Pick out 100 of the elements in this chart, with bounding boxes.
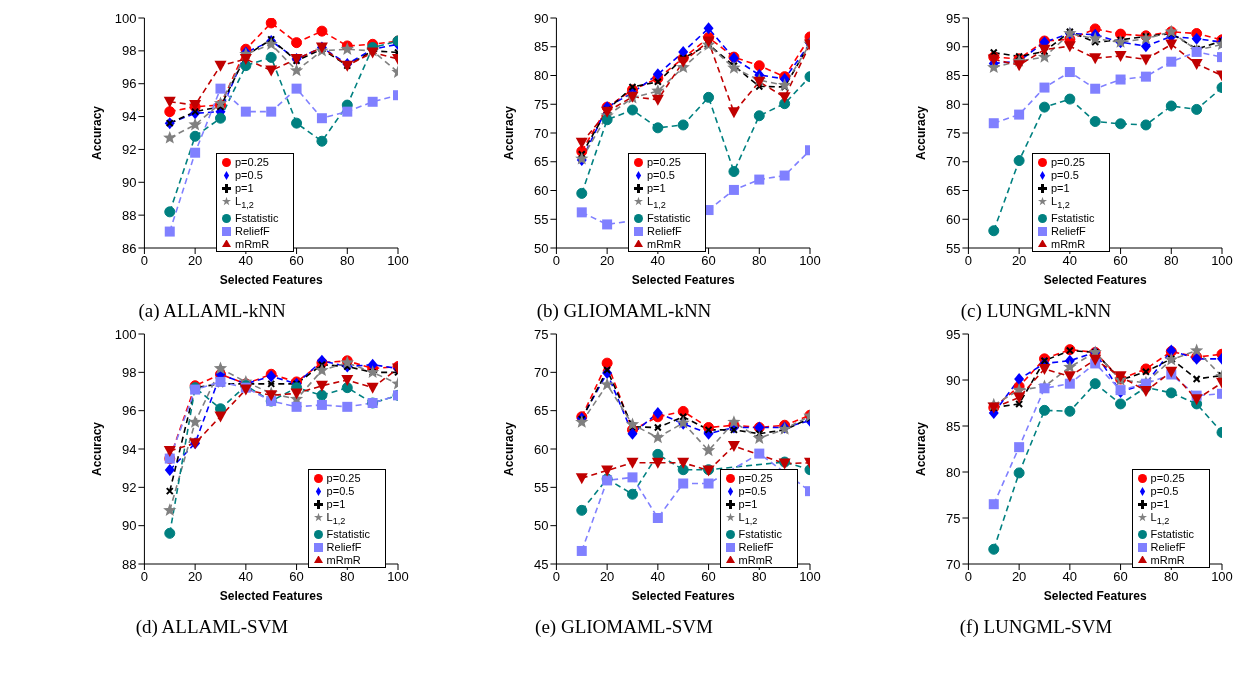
x-tick-label: 60	[1113, 569, 1128, 585]
x-tick-label: 40	[650, 569, 666, 585]
legend-label: L$_{1,2}$	[326, 510, 346, 526]
y-tick-label: 98	[121, 364, 137, 380]
legend-label: Fstatistic	[1150, 528, 1194, 540]
x-tick-label: 60	[1113, 253, 1128, 269]
y-tick-label: 100	[114, 326, 137, 342]
y-tick-label: 70	[945, 556, 961, 572]
x-tick-label: 0	[552, 253, 561, 269]
legend-label: p=1	[1051, 181, 1070, 194]
legend-label: p=1	[1150, 497, 1170, 510]
text: (e) GLIOMAML-SVM	[534, 616, 714, 638]
legend-label: mRmR	[1051, 238, 1086, 250]
legend-label: Fstatistic	[647, 212, 691, 224]
y-tick-label: 96	[121, 76, 137, 92]
x-tick-label: 80	[340, 569, 355, 585]
legend-label: mRmR	[235, 238, 270, 250]
legend-label: p=0.5	[326, 484, 355, 497]
y-tick-label: 75	[945, 510, 961, 526]
y-tick-label: 55	[533, 479, 549, 495]
y-tick-label: 50	[533, 240, 549, 256]
x-tick-label: 60	[701, 569, 716, 585]
legend-label: L$_{1,2}$	[738, 510, 758, 526]
y-tick-label: 94	[121, 441, 137, 457]
x-tick-label: 40	[1062, 253, 1078, 269]
y-tick-label: 90	[945, 372, 961, 388]
y-tick-label: 65	[533, 154, 549, 170]
y-tick-label: 96	[121, 403, 137, 419]
x-tick-label: 0	[140, 569, 149, 585]
y-tick-label: 85	[945, 418, 961, 434]
x-tick-label: 80	[752, 569, 767, 585]
legend-label: L$_{1,2}$	[235, 194, 254, 210]
legend-label: p=1	[647, 181, 666, 194]
y-tick-label: 50	[533, 518, 549, 534]
legend-label: p=0.5	[1150, 484, 1179, 497]
y-axis-title: Accuracy	[501, 421, 516, 477]
y-tick-label: 70	[533, 125, 549, 141]
y-tick-label: 70	[945, 154, 961, 170]
x-tick-label: 20	[599, 569, 615, 585]
x-tick-label: 80	[752, 253, 767, 269]
legend-label: p=1	[235, 181, 254, 194]
legend-label: L$_{1,2}$	[1150, 510, 1170, 526]
text: (b) GLIOMAML-kNN	[535, 300, 713, 322]
y-axis-title: Accuracy	[89, 421, 104, 477]
y-tick-label: 95	[945, 10, 961, 26]
x-tick-label: 80	[340, 253, 355, 269]
y-axis-title: Accuracy	[89, 105, 104, 161]
y-tick-label: 90	[533, 10, 549, 26]
x-tick-label: 20	[1011, 569, 1027, 585]
text: (c) LUNGML-kNN	[959, 300, 1113, 322]
y-tick-label: 98	[121, 43, 137, 59]
y-tick-label: 60	[533, 441, 549, 457]
y-tick-label: 90	[945, 39, 961, 55]
y-tick-label: 100	[114, 10, 137, 26]
legend-label: Fstatistic	[738, 528, 782, 540]
legend-label: p=0.25	[235, 155, 269, 168]
x-axis-title: Selected Features	[1043, 273, 1147, 287]
y-tick-label: 92	[121, 142, 137, 158]
legend-label: Fstatistic	[326, 528, 370, 540]
x-tick-label: 40	[238, 569, 254, 585]
legend-label: p=0.25	[326, 471, 361, 484]
legend-label: p=0.5	[738, 484, 767, 497]
x-tick-label: 100	[387, 253, 409, 269]
text: (f) LUNGML-SVM	[958, 616, 1114, 638]
legend-label: p=0.5	[647, 168, 675, 181]
legend-label: ReliefF	[326, 541, 362, 553]
legend-label: p=0.5	[1051, 168, 1079, 181]
x-tick-label: 0	[552, 569, 561, 585]
y-tick-label: 90	[121, 174, 137, 190]
x-tick-label: 40	[1062, 569, 1078, 585]
legend-label: L$_{1,2}$	[1051, 194, 1070, 210]
legend-label: Fstatistic	[235, 212, 279, 224]
x-tick-label: 0	[964, 569, 973, 585]
y-tick-label: 95	[945, 326, 961, 342]
legend-label: p=1	[326, 497, 346, 510]
y-axis-title: Accuracy	[501, 105, 516, 161]
x-tick-label: 60	[289, 569, 304, 585]
x-tick-label: 20	[187, 569, 203, 585]
y-tick-label: 60	[945, 211, 961, 227]
legend-label: mRmR	[647, 238, 682, 250]
x-tick-label: 100	[1211, 253, 1233, 269]
y-tick-label: 75	[945, 125, 961, 141]
y-axis-title: Accuracy	[913, 421, 928, 477]
x-tick-label: 40	[238, 253, 254, 269]
x-tick-label: 100	[799, 569, 821, 585]
x-axis-title: Selected Features	[1043, 589, 1147, 603]
x-tick-label: 80	[1164, 569, 1179, 585]
x-tick-label: 60	[289, 253, 304, 269]
y-tick-label: 65	[945, 183, 961, 199]
y-axis-title: Accuracy	[913, 105, 928, 161]
legend-label: p=0.25	[1150, 471, 1185, 484]
x-axis-title: Selected Features	[219, 273, 323, 287]
x-tick-label: 0	[140, 253, 149, 269]
x-tick-label: 100	[387, 569, 409, 585]
y-tick-label: 92	[121, 479, 137, 495]
legend-label: p=0.5	[235, 168, 263, 181]
y-tick-label: 85	[533, 39, 549, 55]
x-tick-label: 20	[187, 253, 203, 269]
legend-label: p=1	[738, 497, 758, 510]
x-tick-label: 100	[1211, 569, 1233, 585]
